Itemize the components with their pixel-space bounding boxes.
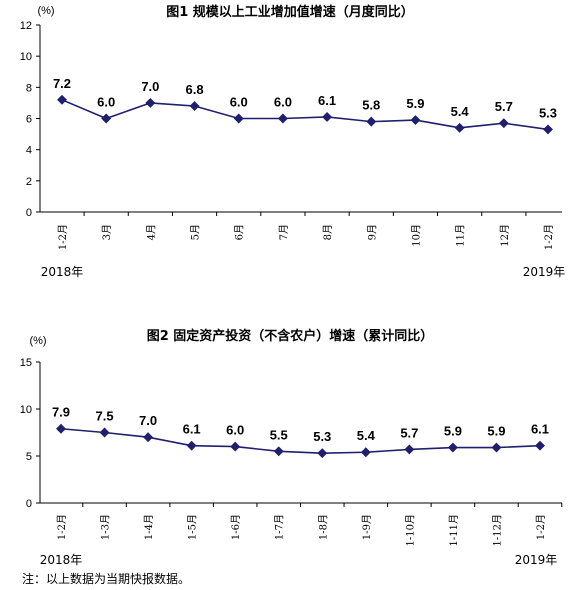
chart1-point (189, 101, 200, 111)
chart1-year-start: 2018年 (41, 265, 84, 279)
chart1-year-end: 2019年 (523, 265, 566, 279)
chart2-x-tick-label: 1-10月 (404, 514, 416, 546)
chart1-point (366, 116, 377, 127)
chart2-point (491, 442, 502, 453)
chart1-x-tick-label: 5月 (190, 224, 202, 240)
chart1-data-label: 5.8 (362, 98, 380, 113)
chart1-x-tick-label: 1-2月 (543, 224, 555, 250)
chart1-x-tick-label: 6月 (234, 224, 246, 240)
chart1-series-line (61, 99, 549, 131)
chart2-data-label: 7.9 (52, 405, 70, 420)
chart1-y-tick-label: 12 (20, 20, 32, 32)
chart2-data-label: 5.5 (270, 427, 288, 442)
chart2-point (56, 423, 66, 434)
chart1-point (145, 97, 156, 108)
chart1-x-tick-label: 4月 (145, 224, 157, 240)
chart2-x-tick-label: 1-4月 (143, 514, 155, 540)
chart2-point (230, 441, 241, 452)
chart1-data-label: 6.0 (97, 95, 115, 110)
chart1-data-label: 5.9 (406, 96, 424, 111)
chart1-x-tick-label: 11月 (455, 224, 467, 247)
chart2-point (143, 432, 154, 443)
chart2-x-tick-label: 1-5月 (187, 514, 199, 540)
chart2-data-label: 5.7 (400, 425, 418, 440)
chart2-y-tick-label: 10 (20, 404, 32, 416)
chart2-point (360, 447, 371, 458)
chart1-data-label: 5.4 (451, 104, 470, 119)
chart2-x-tick-label: 1-6月 (230, 514, 242, 540)
chart2-point (273, 446, 284, 457)
chart1-data-label: 5.7 (495, 99, 513, 114)
chart1-x-tick-label: 12月 (499, 224, 511, 247)
chart1-y-tick-label: 2 (26, 176, 32, 188)
chart1-data-label: 7.2 (53, 76, 71, 91)
chart2-year-start: 2018年 (40, 553, 83, 567)
chart2-x-tick-label: 1-7月 (274, 514, 286, 540)
chart1-data-label: 5.3 (539, 105, 557, 120)
chart2-x-tick-label: 1-2月 (56, 514, 68, 540)
chart2-data-label: 6.1 (183, 422, 201, 437)
chart1-point (454, 122, 465, 133)
chart1-data-label: 7.0 (141, 79, 159, 94)
chart2-x-tick-label: 1-3月 (100, 514, 112, 540)
chart2-point (317, 448, 328, 459)
chart1-x-tick-label: 3月 (101, 224, 113, 240)
chart1-y-tick-label: 10 (20, 51, 32, 63)
chart2-y-unit: (%) (29, 335, 46, 347)
chart2-x-tick-label: 1-9月 (361, 514, 373, 540)
chart2-y-tick-label: 0 (26, 498, 32, 510)
chart1-y-unit: (%) (37, 5, 54, 17)
chart1-point (233, 113, 244, 124)
chart1-data-label: 6.0 (230, 95, 248, 110)
chart2-title: 图2 固定资产投资（不含农户）增速（累计同比） (147, 328, 434, 344)
chart1-y-tick-label: 8 (26, 82, 32, 94)
chart2-data-label: 5.3 (313, 429, 331, 444)
chart2-point (99, 427, 110, 438)
chart2-series-line (60, 427, 541, 454)
chart1-x-tick-label: 8月 (322, 224, 334, 240)
chart1-point (277, 113, 288, 124)
chart2-data-label: 7.5 (96, 409, 114, 424)
chart2-year-end: 2019年 (515, 553, 558, 567)
chart1-point (322, 111, 333, 122)
chart1-point (543, 124, 553, 135)
chart2-data-label: 7.0 (139, 413, 157, 428)
chart2-data-label: 6.1 (531, 422, 549, 437)
chart2-x-tick-label: 1-2月 (535, 514, 547, 540)
chart2-point (535, 440, 545, 451)
chart2-data-label: 5.4 (357, 428, 376, 443)
chart1-point (498, 118, 509, 129)
chart1-x-tick-label: 7月 (278, 224, 290, 240)
chart1-x-tick-label: 9月 (366, 224, 378, 240)
chart1-point (57, 94, 67, 105)
chart1-x-tick-label: 10月 (410, 224, 422, 247)
chart2-x-tick-label: 1-11月 (448, 514, 460, 546)
chart1-data-label: 6.0 (274, 95, 292, 110)
chart2-point (186, 440, 197, 451)
chart2-y-tick-label: 5 (26, 451, 32, 463)
chart1-point (410, 115, 421, 126)
footnote: 注：以上数据为当期快报数据。 (22, 572, 191, 586)
chart2-x-tick-label: 1-8月 (317, 514, 329, 540)
chart2-data-label: 6.0 (226, 423, 244, 438)
chart2-data-label: 5.9 (487, 424, 505, 439)
chart1-y-tick-label: 0 (26, 207, 32, 219)
chart1-x-tick-label: 1-2月 (57, 224, 69, 250)
chart1-point (101, 113, 112, 124)
chart2-point (447, 442, 458, 453)
chart1-data-label: 6.8 (186, 82, 204, 97)
chart1-y-tick-label: 6 (26, 114, 32, 126)
chart1-y-tick-label: 4 (26, 145, 32, 157)
chart2-data-label: 5.9 (444, 424, 462, 439)
chart1-data-label: 6.1 (318, 93, 336, 108)
chart2-x-tick-label: 1-12月 (491, 514, 503, 546)
chart1-title: 图1 规模以上工业增加值增速（月度同比） (166, 4, 414, 20)
chart2-point (404, 444, 415, 455)
chart2-y-tick-label: 15 (20, 357, 32, 369)
